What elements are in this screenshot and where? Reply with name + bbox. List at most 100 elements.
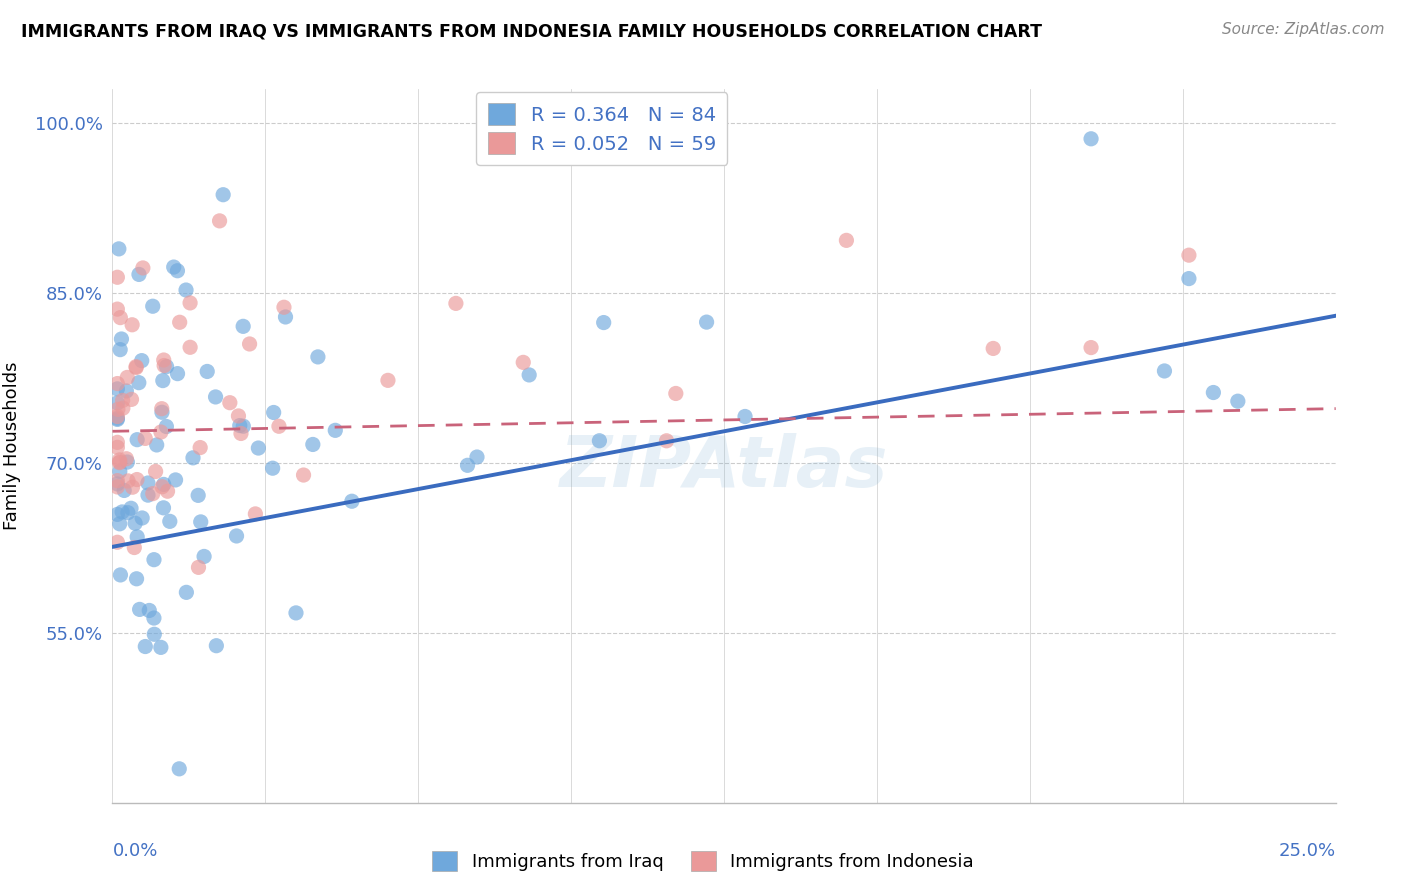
Point xyxy=(152,500,174,515)
Point xyxy=(152,477,174,491)
Point xyxy=(190,515,212,529)
Point xyxy=(117,506,139,520)
Point xyxy=(655,434,678,448)
Point xyxy=(108,242,131,256)
Point xyxy=(105,535,128,549)
Point xyxy=(121,318,143,332)
Point xyxy=(166,264,188,278)
Point xyxy=(120,501,142,516)
Point xyxy=(512,355,534,369)
Point xyxy=(1080,341,1102,355)
Point xyxy=(142,299,165,313)
Point xyxy=(115,384,138,398)
Point xyxy=(166,367,188,381)
Point xyxy=(696,315,718,329)
Point xyxy=(105,270,128,285)
Point xyxy=(105,508,128,522)
Text: IMMIGRANTS FROM IRAQ VS IMMIGRANTS FROM INDONESIA FAMILY HOUSEHOLDS CORRELATION : IMMIGRANTS FROM IRAQ VS IMMIGRANTS FROM … xyxy=(21,22,1042,40)
Point xyxy=(149,640,172,655)
Point xyxy=(105,480,128,494)
Legend: R = 0.364   N = 84, R = 0.052   N = 59: R = 0.364 N = 84, R = 0.052 N = 59 xyxy=(477,92,727,165)
Point xyxy=(167,762,190,776)
Point xyxy=(108,464,131,478)
Point xyxy=(125,359,148,374)
Point xyxy=(665,386,688,401)
Point xyxy=(292,468,315,483)
Point xyxy=(108,343,131,357)
Point xyxy=(1178,248,1201,262)
Point xyxy=(128,602,150,616)
Point xyxy=(188,441,211,455)
Point xyxy=(149,425,172,439)
Point xyxy=(285,606,308,620)
Point xyxy=(108,456,131,470)
Point xyxy=(247,441,270,455)
Point xyxy=(111,393,134,408)
Point xyxy=(125,360,148,375)
Point xyxy=(1153,364,1175,378)
Point xyxy=(112,483,135,498)
Text: 25.0%: 25.0% xyxy=(1278,842,1336,860)
Point xyxy=(187,488,209,502)
Point xyxy=(262,461,284,475)
Point xyxy=(107,402,129,417)
Point xyxy=(108,516,131,531)
Point xyxy=(105,435,128,450)
Point xyxy=(273,300,295,314)
Point xyxy=(159,514,181,528)
Point xyxy=(274,310,297,324)
Point xyxy=(131,353,153,368)
Point xyxy=(152,353,174,368)
Point xyxy=(124,516,146,531)
Point xyxy=(125,473,148,487)
Text: Source: ZipAtlas.com: Source: ZipAtlas.com xyxy=(1222,22,1385,37)
Point xyxy=(117,474,139,488)
Point xyxy=(734,409,756,424)
Text: ZIPAtlas: ZIPAtlas xyxy=(560,433,889,502)
Point xyxy=(835,233,858,247)
Point xyxy=(592,316,614,330)
Point xyxy=(165,473,187,487)
Point xyxy=(155,359,177,374)
Point xyxy=(136,475,159,490)
Point xyxy=(163,260,186,274)
Point xyxy=(156,484,179,499)
Point xyxy=(105,412,128,426)
Point xyxy=(444,296,467,310)
Point xyxy=(125,572,148,586)
Legend: Immigrants from Iraq, Immigrants from Indonesia: Immigrants from Iraq, Immigrants from In… xyxy=(425,844,981,879)
Point xyxy=(225,529,247,543)
Point xyxy=(105,376,128,391)
Point xyxy=(208,214,231,228)
Point xyxy=(307,350,329,364)
Point xyxy=(153,359,176,373)
Point xyxy=(1178,271,1201,285)
Point xyxy=(179,340,201,354)
Point xyxy=(124,541,146,555)
Point xyxy=(517,368,540,382)
Point xyxy=(181,450,204,465)
Point xyxy=(193,549,215,564)
Point xyxy=(377,373,399,387)
Point xyxy=(105,382,128,396)
Point xyxy=(228,409,250,423)
Point xyxy=(108,455,131,469)
Point xyxy=(110,332,132,346)
Point xyxy=(121,392,143,407)
Point xyxy=(1226,394,1249,409)
Point xyxy=(229,426,252,441)
Point xyxy=(142,611,165,625)
Point xyxy=(111,505,134,519)
Point xyxy=(121,480,143,494)
Point xyxy=(136,488,159,502)
Point xyxy=(143,627,166,641)
Point xyxy=(105,302,128,317)
Point xyxy=(105,440,128,454)
Point xyxy=(134,431,156,445)
Point xyxy=(111,401,134,416)
Point xyxy=(195,364,218,378)
Point xyxy=(142,486,165,500)
Point xyxy=(1202,385,1225,400)
Point xyxy=(152,374,174,388)
Point xyxy=(145,465,167,479)
